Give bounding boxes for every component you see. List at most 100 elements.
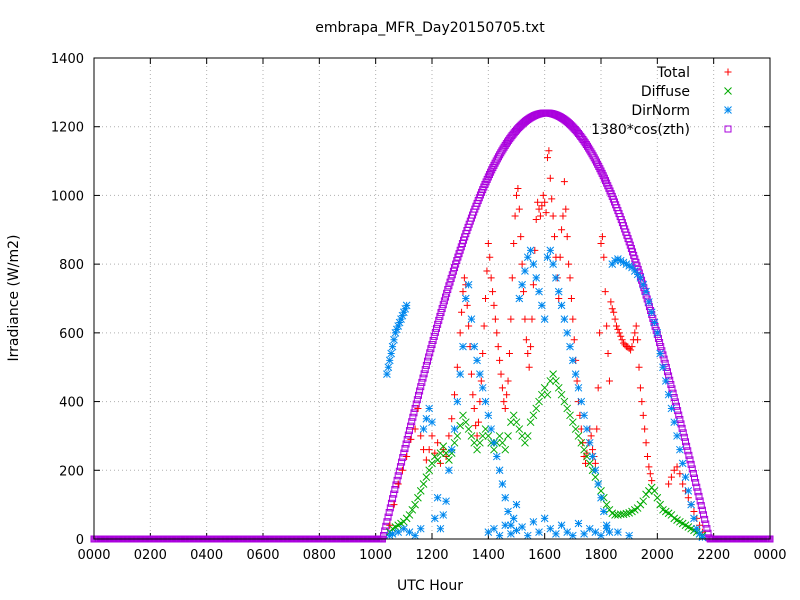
- diffuse-point: [619, 510, 628, 519]
- diffuse-point: [602, 500, 611, 509]
- total-point: [555, 295, 563, 302]
- total-point: [411, 425, 419, 433]
- cos-zth-point: [410, 409, 418, 417]
- total-point: [469, 391, 477, 399]
- cos-zth-point: [654, 334, 662, 342]
- dirnorm-point: [535, 287, 543, 296]
- dirnorm-point: [540, 315, 549, 323]
- total-point: [648, 477, 656, 485]
- dirnorm-point: [585, 438, 594, 447]
- y-tick-label: 600: [59, 327, 84, 342]
- dirnorm-point: [521, 267, 529, 275]
- dirnorm-point: [602, 524, 611, 533]
- cos-zth-point: [449, 267, 457, 275]
- dirnorm-point: [509, 514, 518, 523]
- diffuse-point: [442, 449, 450, 457]
- diffuse-point: [416, 487, 425, 495]
- total-point: [496, 356, 504, 364]
- cos-zth-point: [674, 407, 682, 415]
- legend-marker: [724, 68, 732, 76]
- total-point: [558, 226, 566, 234]
- series-dirnorm: [383, 246, 707, 542]
- cos-zth-point: [435, 316, 443, 324]
- total-point: [486, 253, 494, 261]
- dirnorm-point: [619, 258, 628, 267]
- dirnorm-point: [653, 329, 662, 337]
- cos-zth-point: [402, 440, 410, 448]
- dirnorm-point: [571, 370, 580, 378]
- cos-zth-point: [689, 469, 697, 477]
- dirnorm-point: [507, 521, 515, 530]
- total-point: [505, 349, 513, 357]
- dirnorm-point: [481, 397, 490, 406]
- cos-zth-point: [675, 411, 683, 419]
- total-point: [403, 453, 411, 461]
- diffuse-point: [535, 397, 543, 406]
- cos-zth-point: [663, 368, 671, 376]
- cos-zth-point: [688, 465, 696, 473]
- diffuse-point: [549, 370, 557, 378]
- y-tick-label: 800: [59, 258, 84, 273]
- y-tick-label: 200: [59, 464, 84, 479]
- tick-labels: 0000 0200 0400 0600 0800 1000 1200 1400 1600 1800…: [51, 52, 787, 563]
- cos-zth-point: [686, 456, 694, 464]
- dirnorm-point: [687, 500, 695, 509]
- dirnorm-point: [552, 529, 560, 538]
- cos-zth-point: [595, 162, 603, 170]
- y-tick-label: 400: [59, 396, 84, 411]
- total-point: [503, 391, 511, 399]
- dirnorm-point: [532, 274, 541, 282]
- cos-zth-point: [696, 497, 704, 505]
- cos-zth-point: [392, 481, 400, 489]
- dirnorm-point: [399, 524, 408, 533]
- total-point: [548, 195, 556, 203]
- cos-zth-point: [639, 280, 647, 288]
- diffuse-point: [439, 442, 448, 451]
- chart-title: embrapa_MFR_Day20150705.txt: [315, 20, 545, 36]
- diffuse-point: [495, 432, 504, 440]
- total-point: [559, 212, 567, 220]
- cos-zth-point: [413, 396, 421, 404]
- diffuse-point: [473, 445, 481, 454]
- diffuse-point: [532, 404, 541, 413]
- total-point: [646, 470, 654, 478]
- cos-zth-point: [594, 160, 602, 168]
- diffuse-point: [476, 438, 484, 447]
- x-tick-label: 1800: [584, 548, 617, 563]
- total-point: [690, 508, 698, 516]
- dirnorm-point: [453, 397, 462, 406]
- total-point: [390, 501, 398, 509]
- total-point: [394, 480, 402, 488]
- total-point: [542, 209, 550, 217]
- y-axis-label: Irradiance (W/m2): [6, 235, 22, 362]
- dirnorm-point: [467, 315, 476, 323]
- dirnorm-point: [473, 356, 481, 365]
- total-point: [570, 336, 578, 344]
- total-point: [608, 305, 616, 313]
- diffuse-point: [571, 425, 580, 433]
- cos-zth-point: [600, 174, 608, 182]
- total-point: [525, 363, 533, 371]
- dirnorm-point: [673, 432, 681, 440]
- total-point: [477, 377, 485, 385]
- dirnorm-point: [588, 452, 597, 461]
- total-point: [534, 198, 542, 206]
- total-point: [642, 439, 650, 447]
- cos-zth-point: [695, 492, 703, 500]
- diffuse-point: [470, 438, 479, 447]
- dirnorm-point: [543, 253, 552, 262]
- cos-zth-point: [685, 451, 693, 459]
- dirnorm-point: [614, 528, 622, 536]
- total-point: [627, 346, 635, 354]
- total-point: [515, 205, 523, 213]
- y-tick-label: 1200: [51, 121, 84, 136]
- cos-zth-point: [437, 308, 445, 316]
- total-point: [612, 322, 620, 330]
- dirnorm-point: [394, 322, 403, 330]
- cos-zth-point: [677, 420, 685, 428]
- dirnorm-point: [411, 531, 419, 540]
- cos-zth-point: [399, 454, 407, 462]
- dirnorm-point: [554, 287, 563, 296]
- dirnorm-point: [591, 466, 600, 475]
- x-tick-label: 2200: [697, 548, 730, 563]
